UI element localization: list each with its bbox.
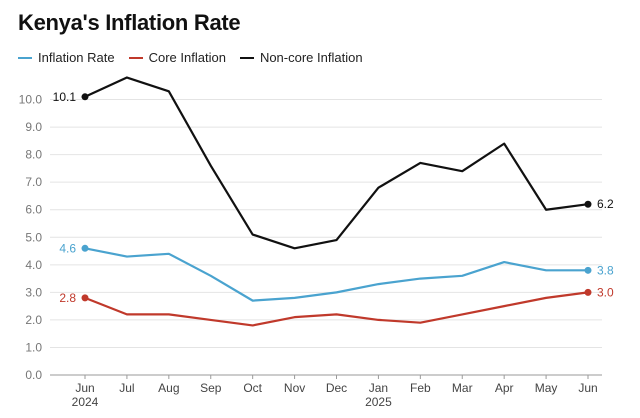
y-tick-label: 5.0	[25, 230, 42, 244]
y-tick-label: 1.0	[25, 340, 42, 354]
x-tick-label: Apr	[495, 381, 514, 395]
x-tick-label: Aug	[158, 381, 179, 395]
legend-swatch-core-inflation	[128, 56, 143, 59]
end-label-core-inflation: 3.0	[597, 285, 614, 299]
x-tick-label: Sep	[200, 381, 222, 395]
x-tick-label: Dec	[326, 381, 347, 395]
end-point-core-inflation	[584, 288, 592, 296]
x-tick-label: Jul	[119, 381, 134, 395]
end-label-inflation-rate: 3.8	[597, 263, 614, 277]
x-tick-label: Oct	[243, 381, 262, 395]
x-tick-label: Mar	[452, 381, 473, 395]
legend-swatch-inflation-rate	[18, 56, 32, 59]
y-tick-label: 9.0	[25, 120, 42, 134]
start-label-inflation-rate: 4.6	[59, 241, 76, 255]
legend: Inflation Rate Core Inflation Non-core I…	[18, 50, 363, 65]
start-point-core-inflation	[81, 294, 89, 302]
x-tick-label: Jan	[369, 381, 388, 395]
start-point-inflation-rate	[81, 244, 89, 252]
end-label-non-core-inflation: 6.2	[597, 197, 614, 211]
end-point-inflation-rate	[584, 266, 592, 274]
x-year-label: 2024	[72, 395, 99, 409]
x-year-label: 2025	[365, 395, 392, 409]
legend-label-non-core-inflation: Non-core Inflation	[259, 50, 363, 65]
y-tick-label: 2.0	[25, 313, 42, 327]
start-point-non-core-inflation	[81, 93, 89, 101]
chart-title: Kenya's Inflation Rate	[18, 10, 241, 35]
x-tick-label: May	[535, 381, 558, 395]
start-label-non-core-inflation: 10.1	[53, 90, 77, 104]
y-tick-label: 4.0	[25, 258, 42, 272]
y-tick-label: 10.0	[19, 93, 43, 107]
legend-item-non-core-inflation: Non-core Inflation	[239, 50, 363, 65]
y-tick-label: 8.0	[25, 148, 42, 162]
x-tick-label: Nov	[284, 381, 305, 395]
y-tick-label: 0.0	[25, 368, 42, 382]
y-tick-label: 3.0	[25, 285, 42, 299]
start-label-core-inflation: 2.8	[59, 291, 76, 305]
x-tick-label: Jun	[578, 381, 597, 395]
legend-label-core-inflation: Core Inflation	[148, 50, 226, 65]
y-tick-label: 6.0	[25, 203, 42, 217]
x-tick-label: Feb	[410, 381, 431, 395]
y-tick-label: 7.0	[25, 175, 42, 189]
series-line-core-inflation	[83, 291, 590, 327]
x-tick-label: Jun	[75, 381, 94, 395]
legend-swatch-non-core-inflation	[239, 56, 254, 59]
legend-label-inflation-rate: Inflation Rate	[38, 50, 115, 65]
legend-item-inflation-rate: Inflation Rate	[18, 50, 115, 65]
series-line-inflation-rate	[83, 247, 590, 302]
legend-item-core-inflation: Core Inflation	[128, 50, 226, 65]
series-line-non-core-inflation	[83, 76, 590, 250]
end-point-non-core-inflation	[584, 200, 592, 208]
